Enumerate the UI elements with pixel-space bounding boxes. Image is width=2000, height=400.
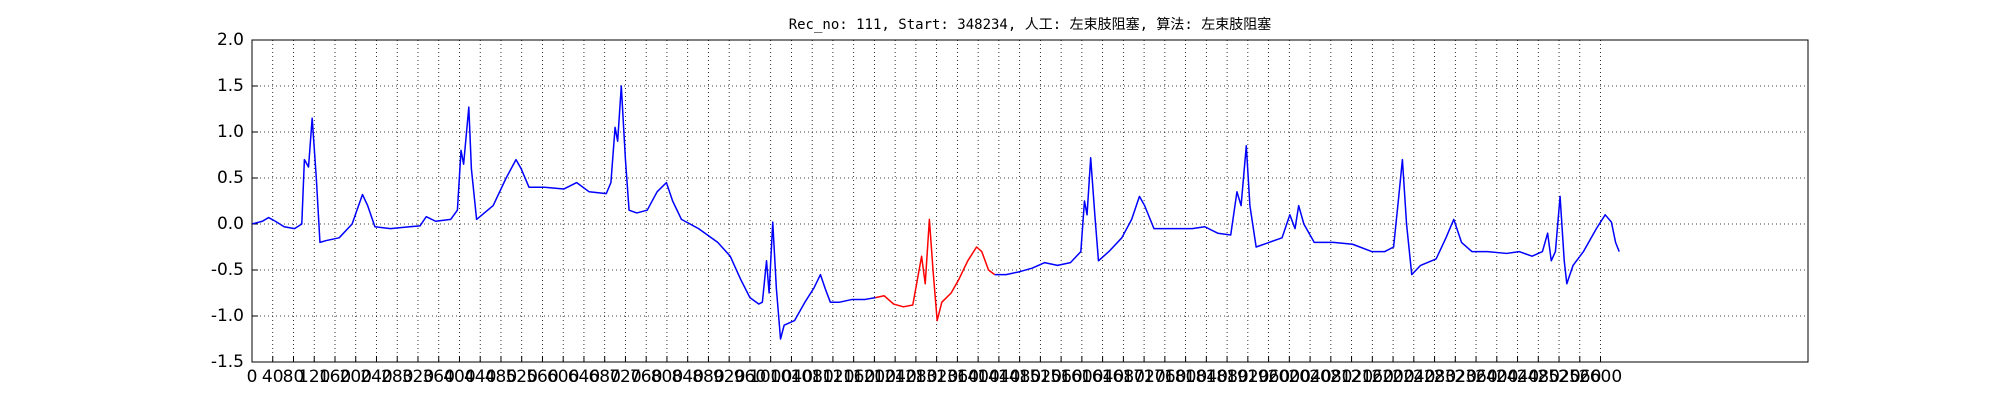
x-tick-label: 1240 — [874, 367, 917, 387]
x-tick-label: 520 — [505, 367, 537, 387]
x-tick-label: 440 — [464, 367, 496, 387]
x-tick-label: 360 — [422, 367, 454, 387]
x-tick-label: 2080 — [1309, 367, 1352, 387]
y-tick-label: 0.5 — [217, 168, 244, 188]
y-tick-label: 2.0 — [217, 30, 244, 50]
x-tick-label: 2320 — [1434, 367, 1477, 387]
x-tick-label: 1800 — [1164, 367, 1207, 387]
x-tick-label: 2120 — [1330, 367, 1373, 387]
y-tick-label: 1.5 — [217, 76, 244, 96]
x-tick-label: 2240 — [1392, 367, 1435, 387]
x-tick-label: 1480 — [998, 367, 1041, 387]
x-tick-label: 2280 — [1413, 367, 1456, 387]
x-tick-label: 120 — [298, 367, 330, 387]
x-tick-label: 1200 — [853, 367, 896, 387]
x-tick-label: 1600 — [1060, 367, 1103, 387]
x-tick-label: 920 — [713, 367, 745, 387]
x-tick-label: 1040 — [770, 367, 813, 387]
x-tick-label: 560 — [526, 367, 558, 387]
y-tick-label: 1.0 — [217, 122, 244, 142]
x-tick-label: 640 — [568, 367, 600, 387]
x-tick-label: 1400 — [957, 367, 1000, 387]
x-tick-label: 760 — [630, 367, 662, 387]
x-tick-label: 1920 — [1226, 367, 1269, 387]
x-tick-label: 160 — [319, 367, 351, 387]
x-tick-label: 80 — [283, 367, 305, 387]
x-tick-label: 880 — [692, 367, 724, 387]
x-tick-label: 1640 — [1081, 367, 1124, 387]
signal-line — [994, 145, 1620, 285]
x-tick-label: 600 — [547, 367, 579, 387]
signal-line — [251, 85, 876, 340]
x-tick-label: 0 — [247, 367, 258, 387]
y-tick-label: -0.5 — [211, 260, 244, 280]
x-tick-label: 2400 — [1475, 367, 1518, 387]
x-tick-label: 840 — [671, 367, 703, 387]
x-tick-label: 2560 — [1558, 367, 1601, 387]
x-tick-label: 200 — [340, 367, 372, 387]
x-tick-label: 1520 — [1019, 367, 1062, 387]
x-tick-label: 2040 — [1288, 367, 1331, 387]
x-tick-label: 40 — [262, 367, 284, 387]
x-tick-label: 1280 — [894, 367, 937, 387]
x-tick-label: 1120 — [811, 367, 854, 387]
x-tick-label: 480 — [485, 367, 517, 387]
x-tick-label: 720 — [609, 367, 641, 387]
y-tick-label: -1.5 — [211, 352, 244, 372]
x-tick-label: 1560 — [1039, 367, 1082, 387]
x-tick-label: 2440 — [1496, 367, 1539, 387]
x-tick-label: 1320 — [915, 367, 958, 387]
x-tick-label: 1000 — [749, 367, 792, 387]
x-tick-label: 2480 — [1517, 367, 1560, 387]
x-tick-label: 960 — [734, 367, 766, 387]
x-tick-label: 1360 — [936, 367, 979, 387]
x-tick-label: 1440 — [977, 367, 1020, 387]
x-tick-label: 320 — [402, 367, 434, 387]
x-tick-label: 2160 — [1351, 367, 1394, 387]
x-tick-label: 2000 — [1268, 367, 1311, 387]
y-tick-label: 0.0 — [217, 214, 244, 234]
x-tick-label: 1960 — [1247, 367, 1290, 387]
x-tick-label: 1680 — [1102, 367, 1145, 387]
y-tick-label: -1.0 — [211, 306, 244, 326]
plot-frame — [251, 39, 1809, 363]
x-tick-label: 240 — [360, 367, 392, 387]
x-tick-label: 280 — [381, 367, 413, 387]
x-tick-label: 1760 — [1143, 367, 1186, 387]
chart-title: Rec_no: 111, Start: 348234, 人工: 左束肢阻塞, 算… — [789, 16, 1272, 33]
x-tick-label: 800 — [651, 367, 683, 387]
x-tick-label: 2200 — [1371, 367, 1414, 387]
x-tick-label: 2600 — [1579, 367, 1622, 387]
x-tick-label: 2520 — [1537, 367, 1580, 387]
x-tick-label: 400 — [443, 367, 475, 387]
x-tick-label: 1840 — [1185, 367, 1228, 387]
x-tick-label: 1160 — [832, 367, 875, 387]
x-tick-label: 1080 — [791, 367, 834, 387]
signal-line — [875, 218, 996, 322]
x-tick-label: 1720 — [1122, 367, 1165, 387]
x-tick-label: 1880 — [1205, 367, 1248, 387]
x-tick-label: 2360 — [1454, 367, 1497, 387]
x-tick-label: 680 — [588, 367, 620, 387]
